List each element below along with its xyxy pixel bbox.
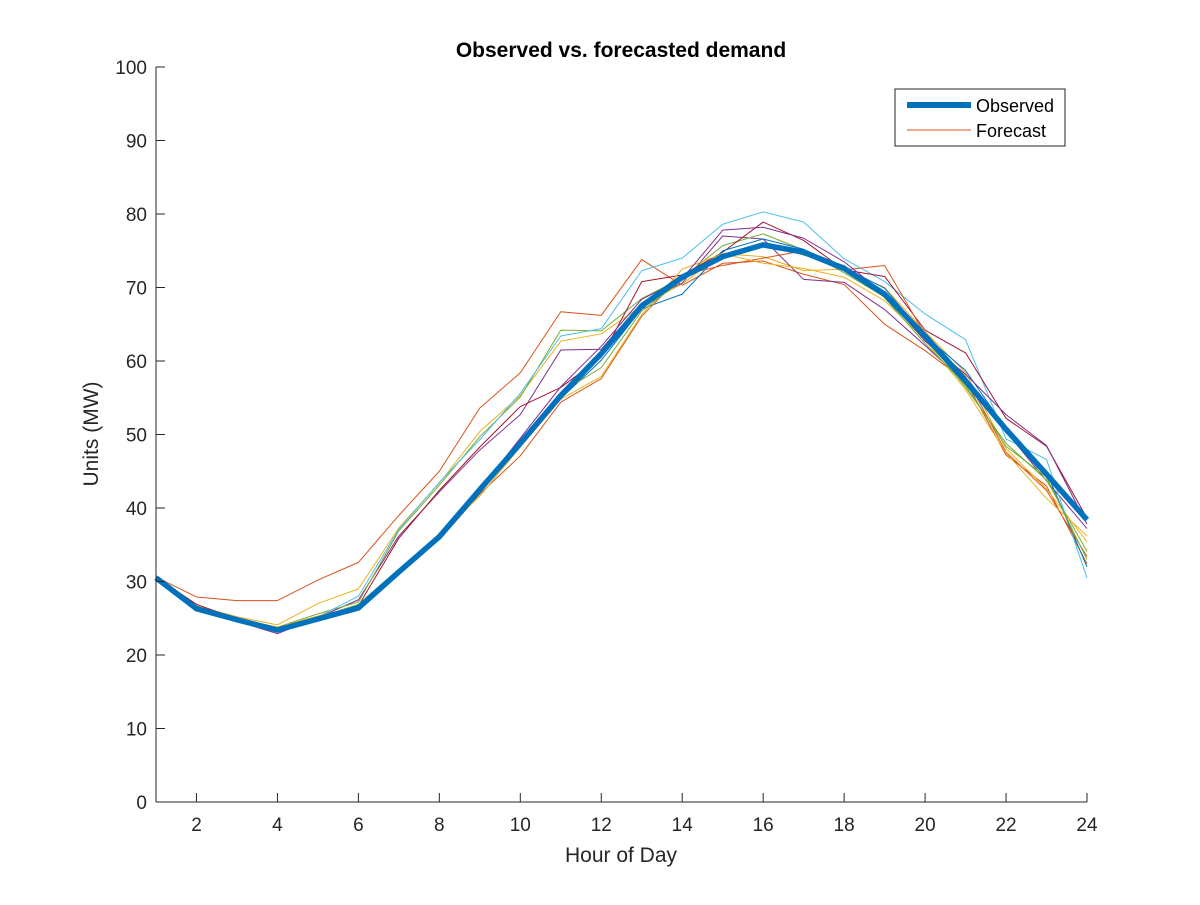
y-tick-label: 60 <box>126 352 147 373</box>
observed-series-line <box>154 242 1090 633</box>
legend-label-observed: Observed <box>976 96 1054 116</box>
y-ticks: 0 10 20 30 40 50 60 70 80 90 100 <box>115 58 165 814</box>
x-tick-label: 20 <box>915 815 936 836</box>
x-tick-label: 16 <box>753 815 774 836</box>
x-tick-label: 10 <box>510 815 531 836</box>
legend-box <box>894 88 1066 147</box>
y-tick-label: 70 <box>126 279 147 300</box>
chart-title: Observed vs. forecasted demand <box>456 39 786 62</box>
x-tick-label: 4 <box>272 815 283 836</box>
series-layer <box>154 211 1090 635</box>
forecast-series-line <box>155 259 1088 602</box>
y-tick-label: 100 <box>115 58 147 79</box>
x-tick-label: 14 <box>672 815 694 836</box>
y-tick-label: 80 <box>126 205 147 226</box>
x-tick-label: 8 <box>434 815 445 836</box>
y-axis-title: Units (MW) <box>80 382 103 487</box>
y-tick-label: 0 <box>136 793 147 814</box>
forecast-series-line <box>155 253 1088 628</box>
y-tick-label: 20 <box>126 646 147 667</box>
legend: Observed Forecast <box>894 88 1066 147</box>
y-tick-label: 50 <box>126 426 147 447</box>
y-tick-label: 40 <box>126 499 147 520</box>
x-ticks: 2 4 6 8 10 12 14 16 18 20 22 24 <box>191 793 1098 836</box>
x-tick-label: 12 <box>591 815 612 836</box>
x-tick-label: 2 <box>191 815 202 836</box>
x-tick-label: 6 <box>353 815 364 836</box>
legend-label-forecast: Forecast <box>976 121 1046 141</box>
y-tick-label: 90 <box>126 132 147 153</box>
y-tick-label: 10 <box>126 720 147 741</box>
x-axis-title: Hour of Day <box>565 844 678 867</box>
x-tick-label: 24 <box>1076 815 1098 836</box>
x-tick-label: 22 <box>995 815 1016 836</box>
y-tick-label: 30 <box>126 573 147 594</box>
x-tick-label: 18 <box>834 815 855 836</box>
plot-area <box>156 67 1087 802</box>
